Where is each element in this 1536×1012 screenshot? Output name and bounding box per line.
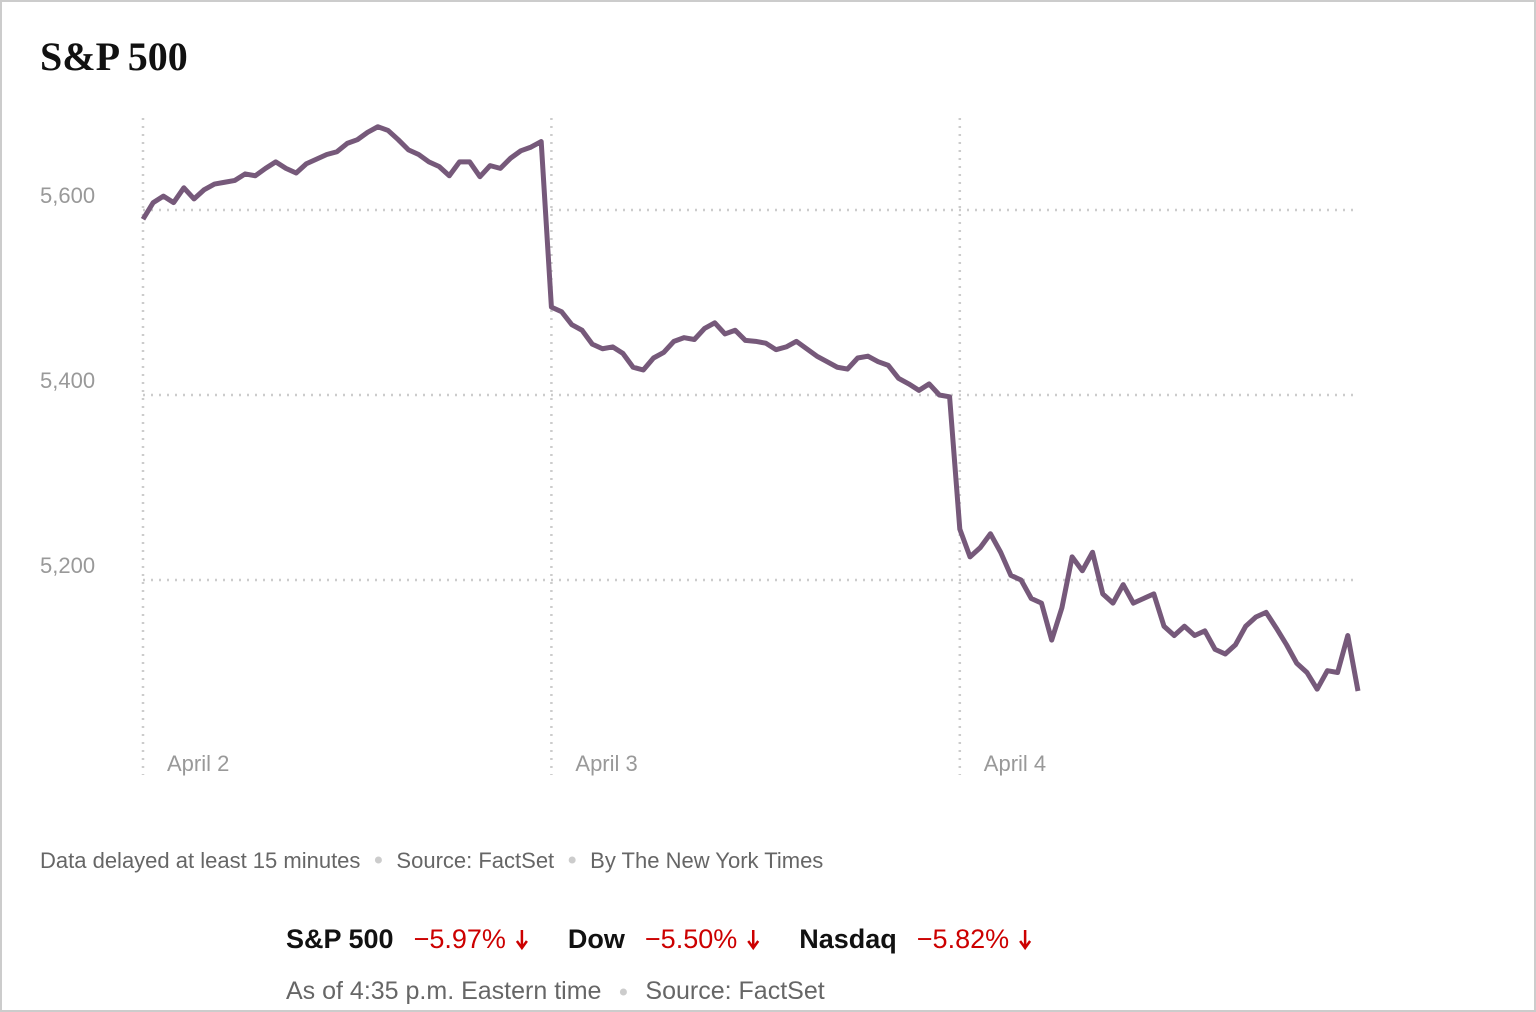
x-tick-label: April 4	[984, 751, 1046, 776]
footnote: Data delayed at least 15 minutes	[40, 848, 360, 873]
ticker-note: As of 4:35 p.m. Eastern time	[286, 977, 601, 1005]
ticker-name: Dow	[568, 924, 626, 954]
ticker-change: −5.82%	[917, 924, 1009, 954]
ticker-name: S&P 500	[286, 924, 394, 954]
separator-dot	[619, 988, 627, 996]
down-arrow	[515, 930, 528, 951]
down-arrow	[747, 930, 760, 951]
separator-dot	[374, 856, 382, 864]
price-line	[140, 124, 1361, 692]
y-tick-label: 5,600	[40, 183, 95, 208]
footnote: By The New York Times	[590, 848, 823, 873]
x-tick-label: April 3	[575, 751, 637, 776]
ticker-note: Source: FactSet	[645, 977, 824, 1005]
ticker-name: Nasdaq	[799, 924, 897, 954]
separator-dot	[568, 856, 576, 864]
ticker-change: −5.50%	[645, 924, 737, 954]
down-arrow	[1019, 930, 1032, 951]
y-tick-label: 5,400	[40, 368, 95, 393]
ticker-change: −5.97%	[414, 924, 506, 954]
chart-title: S&P 500	[40, 34, 188, 79]
x-tick-label: April 2	[167, 751, 229, 776]
y-tick-label: 5,200	[40, 553, 95, 578]
footnote: Source: FactSet	[396, 848, 554, 873]
